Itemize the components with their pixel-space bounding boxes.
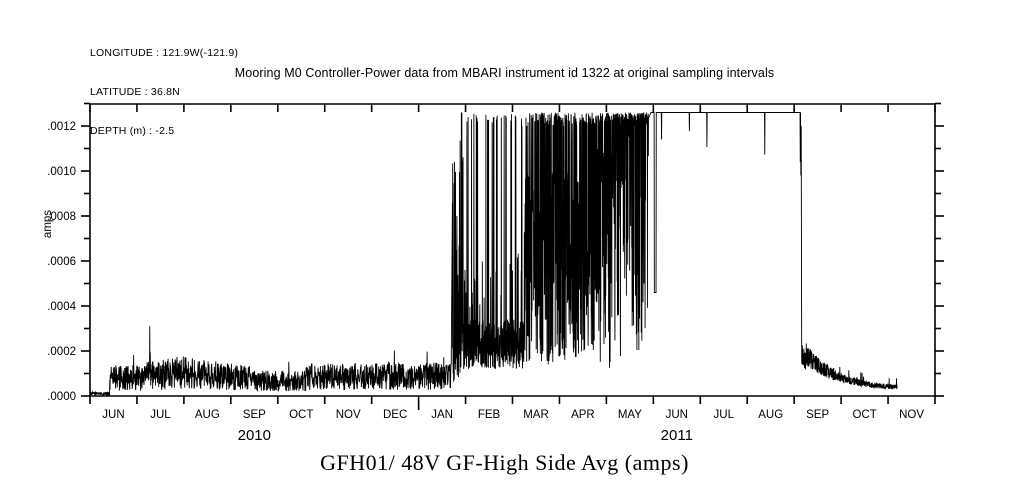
x-tick-label: JAN — [431, 409, 453, 421]
x-tick-labels: JUN JUL AUG SEP OCT NOV DEC JAN FEB MAR APR MAY JUN J… — [102, 409, 924, 421]
y-tick-label: .0000 — [47, 391, 76, 403]
x-tick-label: JUN — [666, 409, 688, 421]
x-tick-label: JUN — [102, 409, 124, 421]
x-tick-label: OCT — [852, 409, 876, 421]
x-tick-label: AUG — [195, 409, 220, 421]
x-tick-label: SEP — [243, 409, 266, 421]
y-tick-label: .0004 — [47, 301, 76, 313]
x-tick-label: SEP — [806, 409, 829, 421]
x-tick-label: NOV — [336, 409, 361, 421]
x-tick-label: APR — [571, 409, 595, 421]
x-tick-label: DEC — [383, 409, 407, 421]
x-year-label: 2011 — [661, 427, 693, 444]
longitude-text: LONGITUDE : 121.9W(-121.9) — [90, 47, 239, 59]
y-tick-label: .0006 — [47, 256, 76, 268]
y-tick-labels: .0000 .0002 .0004 .0006 .0008 .0010 .0012 — [47, 121, 76, 403]
data-series — [90, 112, 898, 396]
x-tick-label: JUL — [714, 409, 735, 421]
chart-caption: GFH01/ 48V GF-High Side Avg (amps) — [320, 450, 689, 475]
x-tick-label: MAY — [618, 409, 642, 421]
y-tick-label: .0008 — [47, 211, 76, 223]
x-tick-label: NOV — [899, 409, 924, 421]
x-tick-label: AUG — [758, 409, 783, 421]
chart-title: Mooring M0 Controller-Power data from MB… — [234, 66, 775, 80]
series-line-gfh01 — [90, 112, 898, 396]
x-tick-label: JUL — [150, 409, 171, 421]
depth-text: DEPTH (m) : -2.5 — [90, 125, 175, 137]
x-year-labels: 2010 2011 — [238, 427, 693, 444]
latitude-text: LATITUDE : 36.8N — [90, 86, 180, 98]
y-tick-label: .0012 — [47, 121, 76, 133]
x-year-label: 2010 — [238, 427, 271, 444]
station-metadata: LONGITUDE : 121.9W(-121.9) LATITUDE : 36… — [90, 21, 238, 164]
x-tick-label: OCT — [289, 409, 313, 421]
x-tick-label: MAR — [523, 409, 549, 421]
x-tick-label: FEB — [478, 409, 501, 421]
y-tick-label: .0010 — [47, 166, 76, 178]
axis-ticks — [81, 102, 944, 410]
y-tick-label: .0002 — [47, 346, 76, 358]
